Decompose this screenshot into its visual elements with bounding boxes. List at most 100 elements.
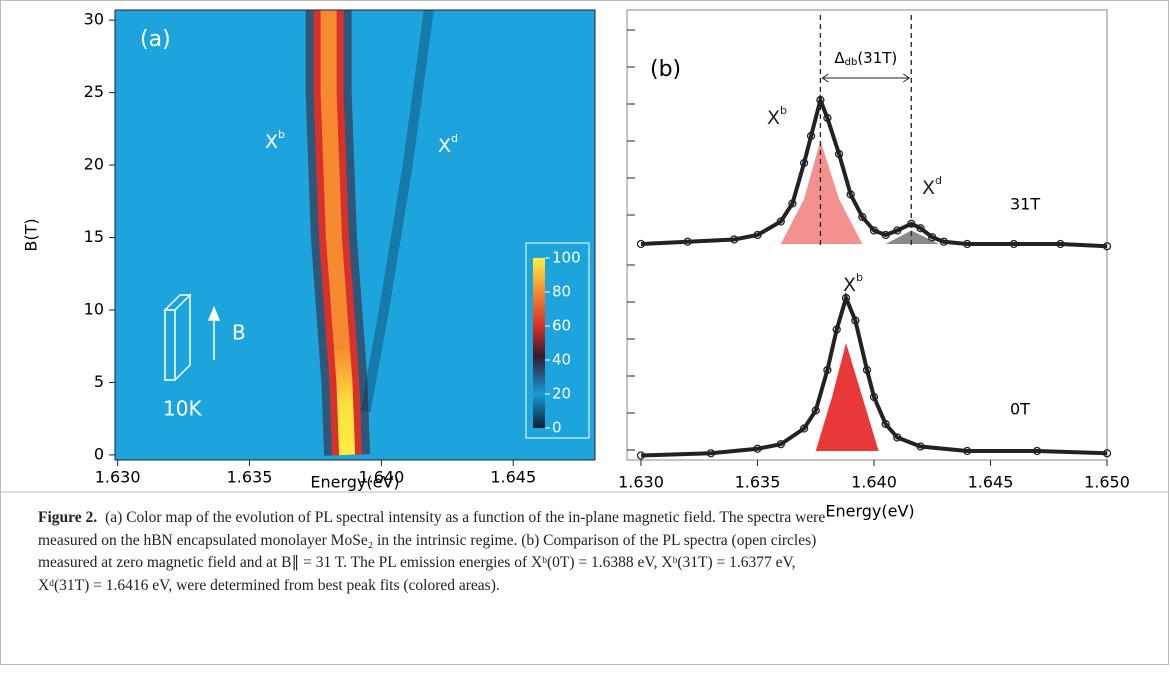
data-point bbox=[881, 230, 890, 240]
y-axis-label: B(T) bbox=[22, 218, 41, 251]
data-point bbox=[963, 446, 972, 456]
spectrum-line bbox=[640, 292, 1108, 458]
data-point bbox=[928, 233, 937, 242]
label-script: d bbox=[451, 132, 458, 145]
data-point bbox=[799, 424, 809, 433]
data-point bbox=[916, 224, 925, 233]
data-point bbox=[832, 325, 841, 334]
data-point bbox=[916, 442, 925, 451]
y-tick-label: 20 bbox=[84, 155, 104, 174]
x-tick-label: 1.645 bbox=[968, 473, 1014, 492]
data-point bbox=[963, 239, 972, 249]
data-point bbox=[1102, 242, 1112, 251]
label-script: d bbox=[935, 174, 942, 187]
data-point bbox=[841, 293, 851, 303]
data-point bbox=[893, 226, 902, 235]
label-script: db bbox=[845, 57, 858, 68]
y-tick-label: 15 bbox=[84, 227, 104, 246]
x-axis-label: Energy(eV) bbox=[310, 473, 399, 492]
colorbar-tick-label: 20 bbox=[552, 385, 571, 403]
colorbar-tick-label: 80 bbox=[552, 283, 571, 301]
colorbar-box bbox=[525, 242, 590, 439]
colorbar-tick-label: 40 bbox=[552, 351, 571, 369]
series-label: 0T bbox=[1010, 400, 1030, 419]
data-point bbox=[893, 433, 902, 442]
x-tick-label: 1.630 bbox=[618, 473, 664, 492]
colorbar-tick-label: 0 bbox=[552, 419, 562, 437]
annotation: B bbox=[232, 321, 246, 345]
data-point bbox=[683, 237, 692, 246]
data-point bbox=[823, 113, 832, 123]
data-point bbox=[858, 212, 867, 222]
y-tick-label: 10 bbox=[84, 300, 104, 319]
delta-arrow bbox=[821, 73, 911, 83]
label-base: X bbox=[438, 135, 451, 157]
delta-label: Δdb(31T) bbox=[834, 49, 897, 69]
data-point bbox=[776, 217, 785, 226]
data-point bbox=[636, 239, 646, 249]
data-point bbox=[834, 149, 844, 159]
y-tick-label: 0 bbox=[94, 444, 104, 463]
plot-frame bbox=[114, 9, 596, 461]
x-tick-label: 1.635 bbox=[735, 473, 781, 492]
sample-icon bbox=[163, 294, 221, 381]
data-point bbox=[1032, 446, 1042, 456]
data-point bbox=[1056, 239, 1065, 249]
caption-text: measured on the hBN encapsulated monolay… bbox=[38, 531, 817, 549]
data-point bbox=[811, 406, 820, 415]
xb-ridge bbox=[320, 10, 356, 456]
x-tick-label: 1.635 bbox=[227, 468, 273, 487]
label-script: b bbox=[856, 271, 863, 284]
label-base: Δ bbox=[834, 49, 845, 67]
plot-frame bbox=[626, 9, 1108, 461]
x-tick-label: 1.640 bbox=[851, 473, 897, 492]
data-point bbox=[881, 419, 890, 429]
caption-text: (a) Color map of the evolution of PL spe… bbox=[105, 509, 826, 526]
data-point bbox=[862, 365, 872, 375]
fit-area bbox=[885, 230, 940, 244]
caption-line: measured at zero magnetic field and at B… bbox=[38, 552, 825, 575]
label-script: b bbox=[780, 104, 787, 117]
data-point bbox=[1102, 449, 1112, 458]
peak-label: Xb bbox=[265, 128, 285, 153]
x-tick-label: 1.645 bbox=[490, 468, 536, 487]
data-point bbox=[753, 230, 762, 240]
data-point bbox=[776, 440, 785, 449]
data-point bbox=[799, 158, 809, 168]
panel-label: (a) bbox=[140, 27, 171, 52]
caption-line: Xᵈ(31T) = 1.6416 eV, were determined fro… bbox=[38, 575, 825, 598]
annotation: 10K bbox=[163, 397, 202, 421]
label-base: X bbox=[265, 131, 278, 153]
colorbar bbox=[533, 258, 545, 428]
caption: Figure 2. (a) Color map of the evolution … bbox=[38, 507, 825, 597]
data-point bbox=[1009, 239, 1018, 249]
colorbar-tick-label: 100 bbox=[552, 249, 581, 267]
fit-area bbox=[780, 140, 863, 244]
data-point bbox=[730, 235, 739, 244]
panel-label: (b) bbox=[650, 57, 681, 82]
colorbar-tick-label: 60 bbox=[552, 317, 571, 335]
data-point bbox=[846, 190, 855, 199]
data-point bbox=[788, 199, 797, 208]
caption-text: Xᵈ(31T) = 1.6416 eV, were determined fro… bbox=[38, 576, 500, 594]
caption-line: Figure 2. (a) Color map of the evolution … bbox=[38, 507, 825, 530]
x-axis-label: Energy(eV) bbox=[825, 502, 914, 521]
data-point bbox=[806, 131, 816, 141]
label-rest: (31T) bbox=[857, 49, 897, 67]
x-tick-label: 1.650 bbox=[1084, 473, 1130, 492]
data-point bbox=[636, 451, 646, 460]
peak-label: Xd bbox=[922, 174, 942, 199]
y-tick-label: 30 bbox=[84, 10, 104, 29]
label-base: X bbox=[922, 177, 935, 199]
y-tick-label: 25 bbox=[84, 82, 104, 101]
data-point bbox=[753, 444, 762, 453]
spectrum-line bbox=[640, 93, 1108, 249]
data-point bbox=[851, 316, 860, 325]
peak-label: Xb bbox=[767, 104, 787, 129]
y-tick-label: 5 bbox=[94, 372, 104, 391]
data-point bbox=[706, 449, 716, 458]
data-point bbox=[869, 392, 879, 402]
